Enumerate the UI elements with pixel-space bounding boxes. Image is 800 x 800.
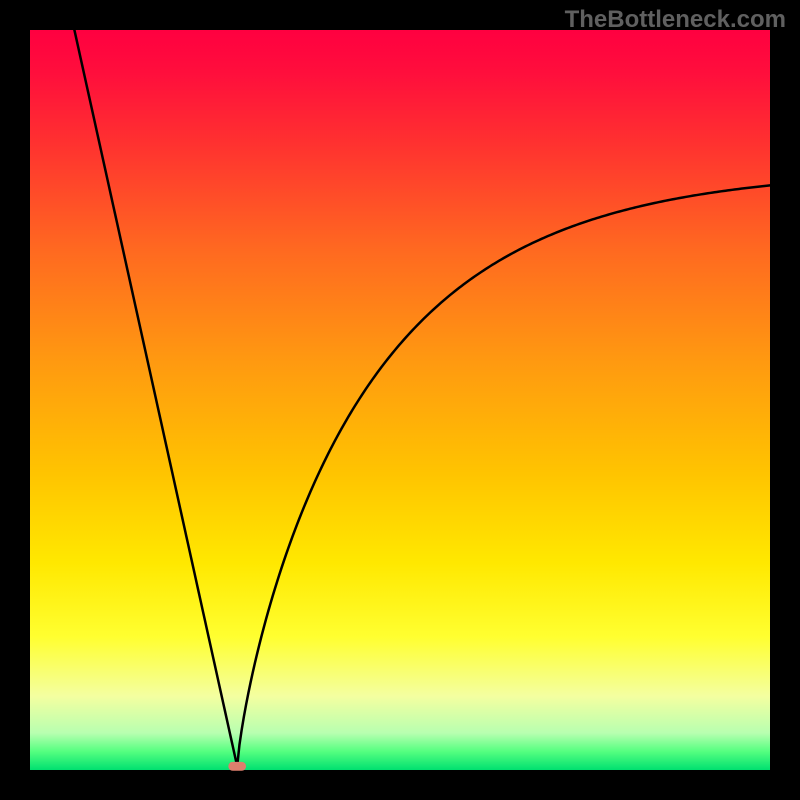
bottleneck-chart bbox=[0, 0, 800, 800]
min-marker bbox=[228, 762, 246, 771]
watermark-label: TheBottleneck.com bbox=[565, 6, 786, 34]
plot-area bbox=[30, 30, 770, 770]
chart-container: TheBottleneck.com bbox=[0, 0, 800, 800]
